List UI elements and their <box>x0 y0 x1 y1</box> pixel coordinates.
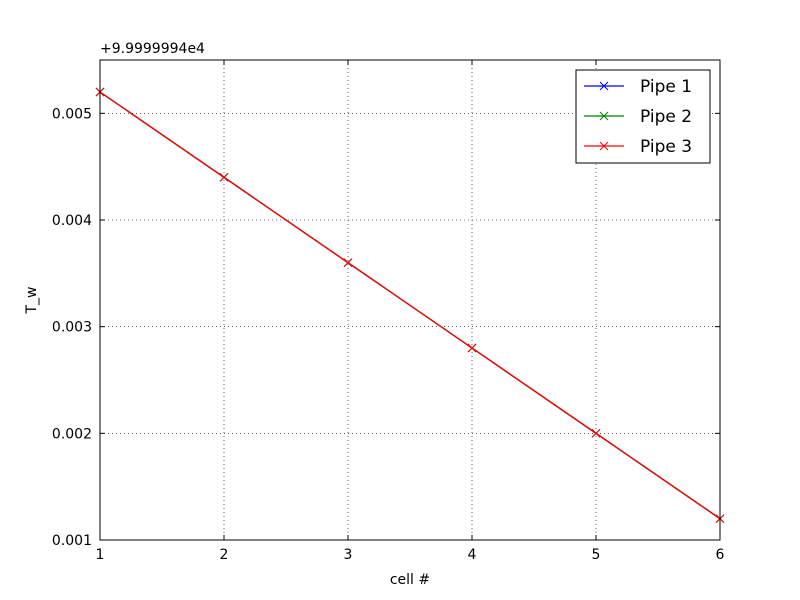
legend-label: Pipe 3 <box>640 137 692 157</box>
data-point-marker <box>219 172 229 182</box>
axis-ticks: 1 2 3 4 5 6 0.001 0.002 0.003 0.004 0.005 <box>52 60 725 563</box>
x-tick-label: 3 <box>344 547 353 563</box>
legend-label: Pipe 2 <box>640 107 692 127</box>
y-tick-label: 0.001 <box>52 533 92 549</box>
y-tick-label: 0.004 <box>52 213 92 229</box>
y-tick-label: 0.003 <box>52 320 92 336</box>
legend-item: Pipe 1 <box>584 77 692 97</box>
legend: Pipe 1 Pipe 2 Pipe 3 <box>575 69 711 164</box>
y-tick-label: 0.002 <box>52 426 92 442</box>
legend-label: Pipe 1 <box>640 77 692 97</box>
y-axis-label: T_w <box>24 286 40 314</box>
data-point-marker <box>467 343 477 353</box>
x-tick-label: 2 <box>220 547 229 563</box>
y-tick-label: 0.005 <box>52 106 92 122</box>
y-offset-label: +9.9999994e4 <box>100 41 205 57</box>
x-tick-label: 5 <box>592 547 601 563</box>
legend-item: Pipe 3 <box>584 137 692 157</box>
series-layer <box>95 87 725 524</box>
x-axis-label: cell # <box>390 572 430 588</box>
x-tick-label: 1 <box>96 547 105 563</box>
x-tick-label: 6 <box>716 547 725 563</box>
data-point-marker <box>591 428 601 438</box>
data-point-marker <box>343 258 353 268</box>
legend-item: Pipe 2 <box>584 107 692 127</box>
x-tick-label: 4 <box>468 547 477 563</box>
series-line <box>99 91 721 520</box>
plot-frame <box>99 59 721 541</box>
series-pipe-3 <box>95 87 725 524</box>
